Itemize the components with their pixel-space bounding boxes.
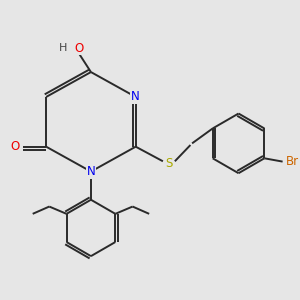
Text: O: O (11, 140, 20, 153)
Text: N: N (131, 90, 140, 104)
Text: H: H (59, 43, 68, 53)
Text: Br: Br (286, 155, 299, 168)
Text: N: N (87, 165, 95, 178)
Text: O: O (74, 42, 83, 55)
Text: S: S (165, 157, 172, 170)
